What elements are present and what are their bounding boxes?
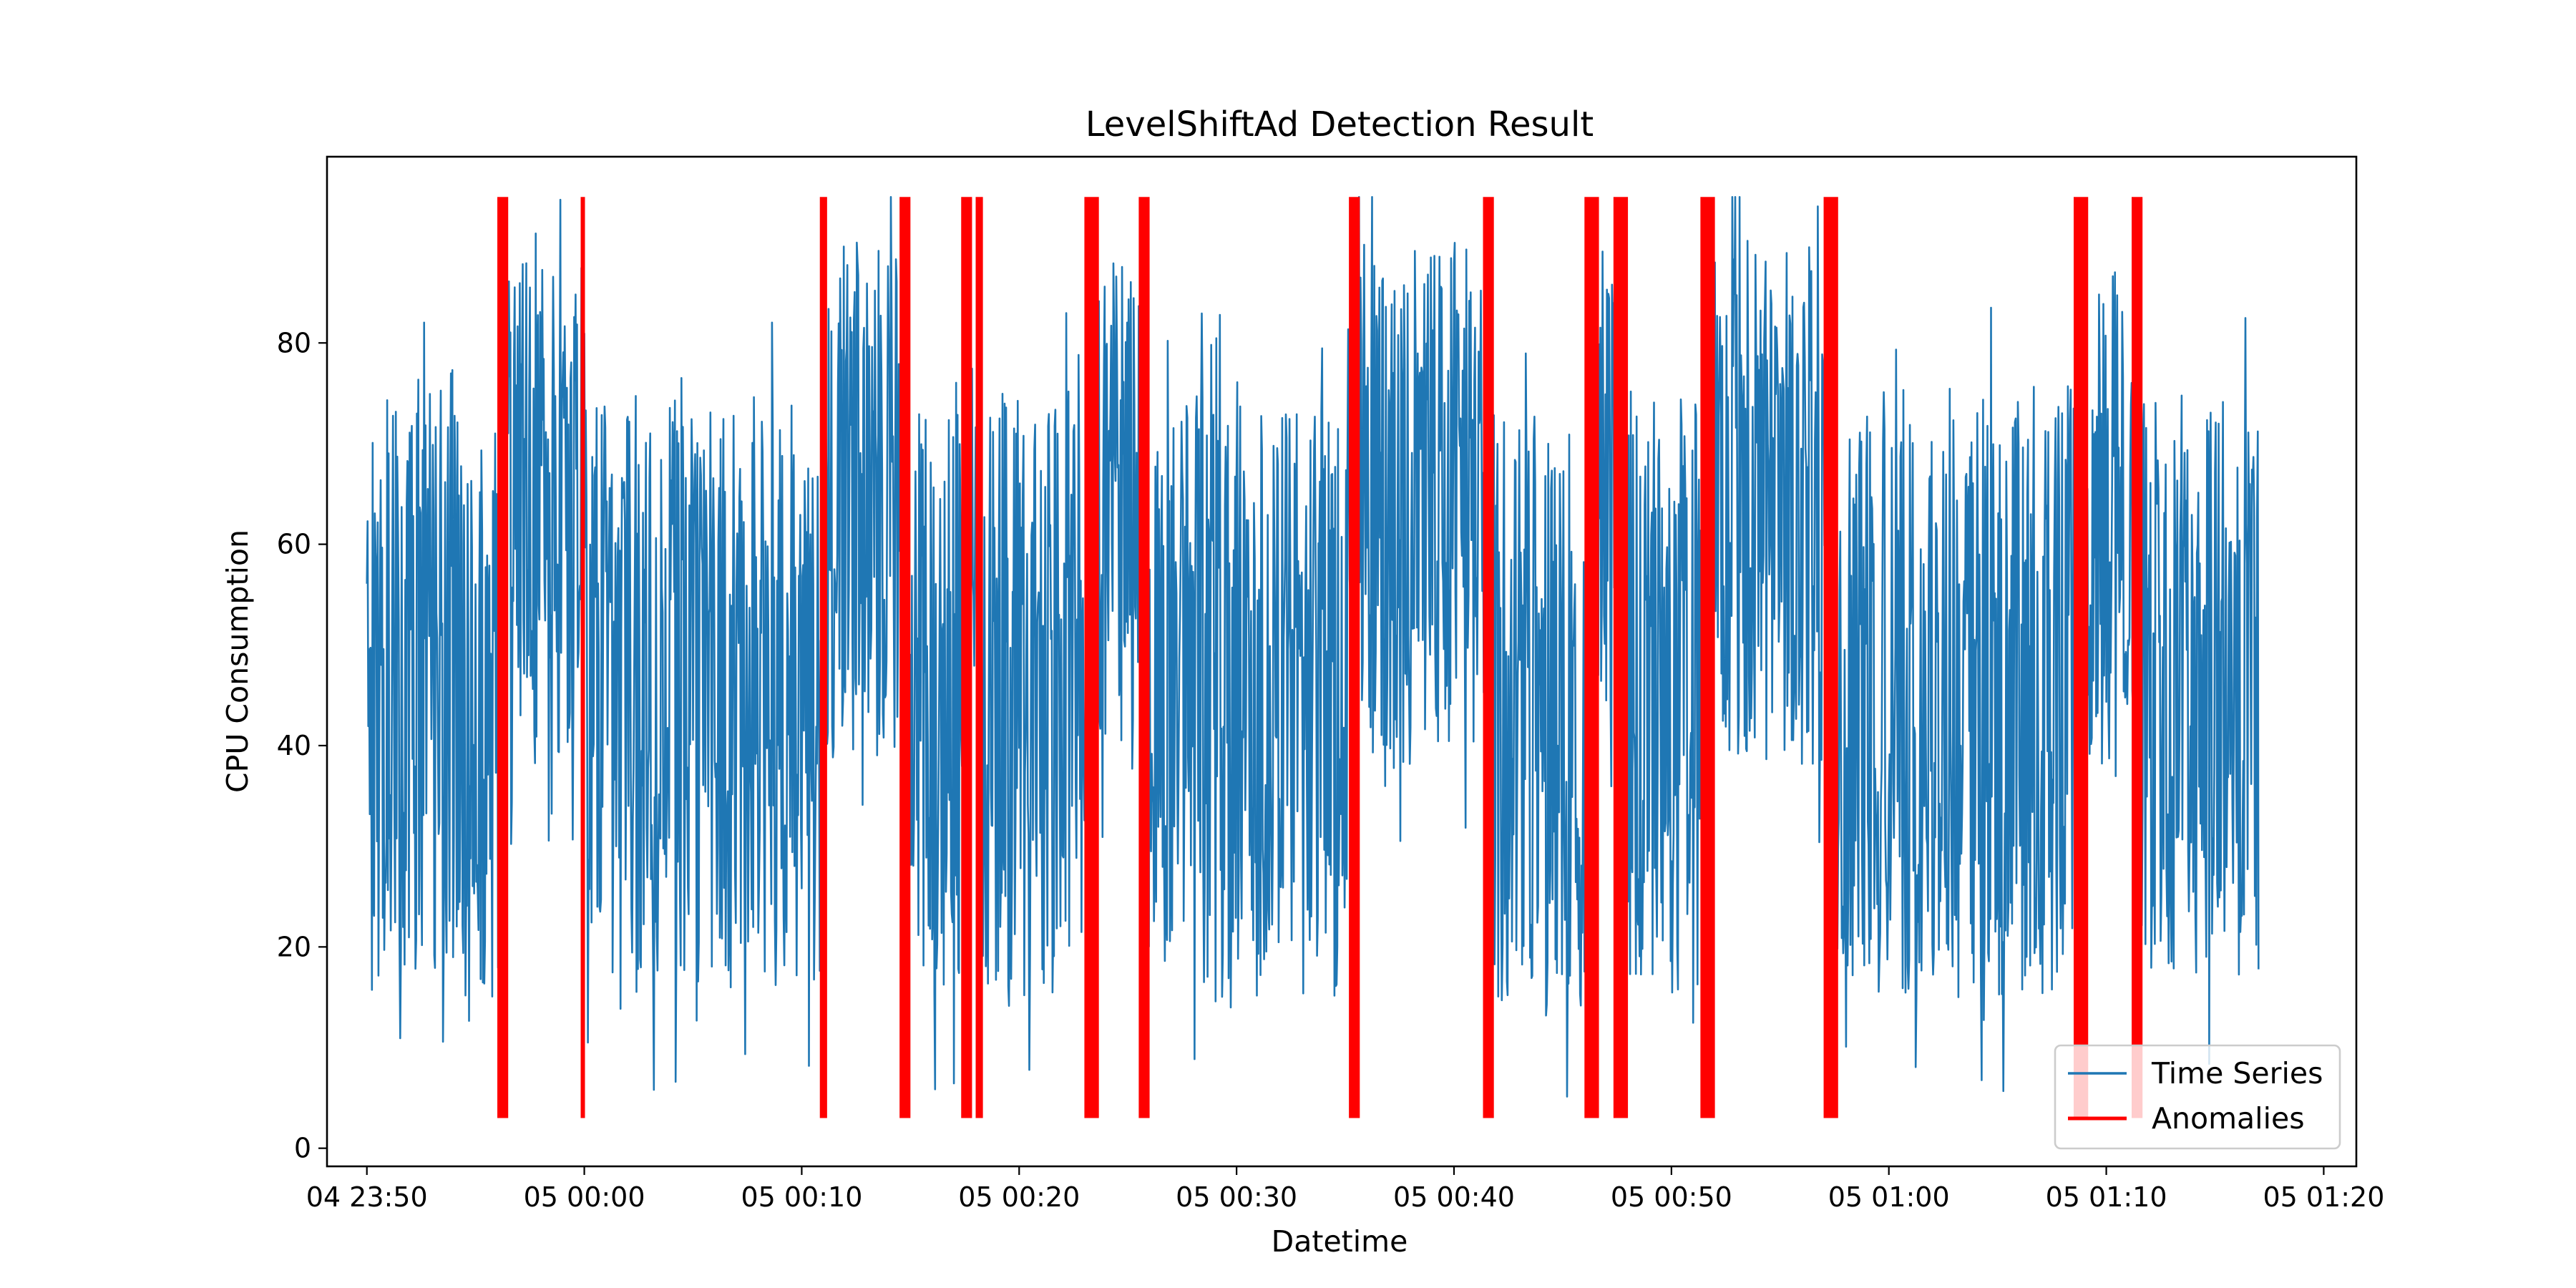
x-tick-label: 05 00:50 (1611, 1181, 1732, 1213)
x-tick-label: 05 00:00 (524, 1181, 645, 1213)
anomaly-mark (2132, 197, 2143, 1118)
x-tick-label: 05 00:30 (1176, 1181, 1297, 1213)
anomaly-mark (497, 197, 509, 1118)
anomaly-mark (1349, 197, 1360, 1118)
y-axis: 0 20 40 60 80 (277, 327, 327, 1164)
y-tick-label: 0 (294, 1133, 311, 1164)
chart-title: LevelShiftAd Detection Result (1085, 104, 1594, 145)
anomaly-mark (580, 197, 585, 1118)
anomaly-mark (1613, 197, 1629, 1118)
legend-label-anomalies: Anomalies (2152, 1101, 2305, 1136)
x-tick-label: 05 01:00 (1828, 1181, 1950, 1213)
x-axis: 04 23:50 05 00:00 05 00:10 05 00:20 05 00:30… (306, 1166, 2384, 1213)
y-tick-label: 40 (277, 730, 311, 761)
x-tick-label: 05 01:10 (2046, 1181, 2167, 1213)
plot-frame (326, 155, 2358, 1168)
plot-series-layer (366, 196, 2260, 1098)
anomaly-mark (961, 197, 972, 1118)
x-tick-label: 05 01:20 (2263, 1181, 2384, 1213)
legend-box (2054, 1044, 2341, 1150)
y-tick-label: 60 (277, 529, 311, 560)
legend-label-time-series: Time Series (2151, 1056, 2323, 1091)
x-axis-label: Datetime (1272, 1224, 1408, 1259)
anomaly-mark (1138, 197, 1150, 1118)
anomaly-mark (1084, 197, 1099, 1118)
legend: Time Series Anomalies (2054, 1044, 2341, 1150)
series-line-time-series (366, 196, 2260, 1098)
x-tick-label: 05 00:10 (741, 1181, 862, 1213)
x-tick-label: 05 00:40 (1393, 1181, 1515, 1213)
anomaly-mark (1700, 197, 1715, 1118)
anomaly-mark (975, 197, 983, 1118)
y-tick-label: 80 (277, 327, 311, 358)
y-tick-label: 20 (277, 931, 311, 962)
anomaly-mark (819, 197, 827, 1118)
anomaly-mark (1483, 197, 1494, 1118)
anomaly-mark (1584, 197, 1599, 1118)
anomaly-mark (899, 197, 911, 1118)
plot-anomaly-layer (497, 197, 2143, 1118)
y-axis-label: CPU Consumption (220, 530, 255, 793)
anomaly-mark (2073, 197, 2089, 1118)
anomaly-mark (1823, 197, 1838, 1118)
x-tick-label: 04 23:50 (306, 1181, 428, 1213)
x-tick-label: 05 00:20 (958, 1181, 1080, 1213)
